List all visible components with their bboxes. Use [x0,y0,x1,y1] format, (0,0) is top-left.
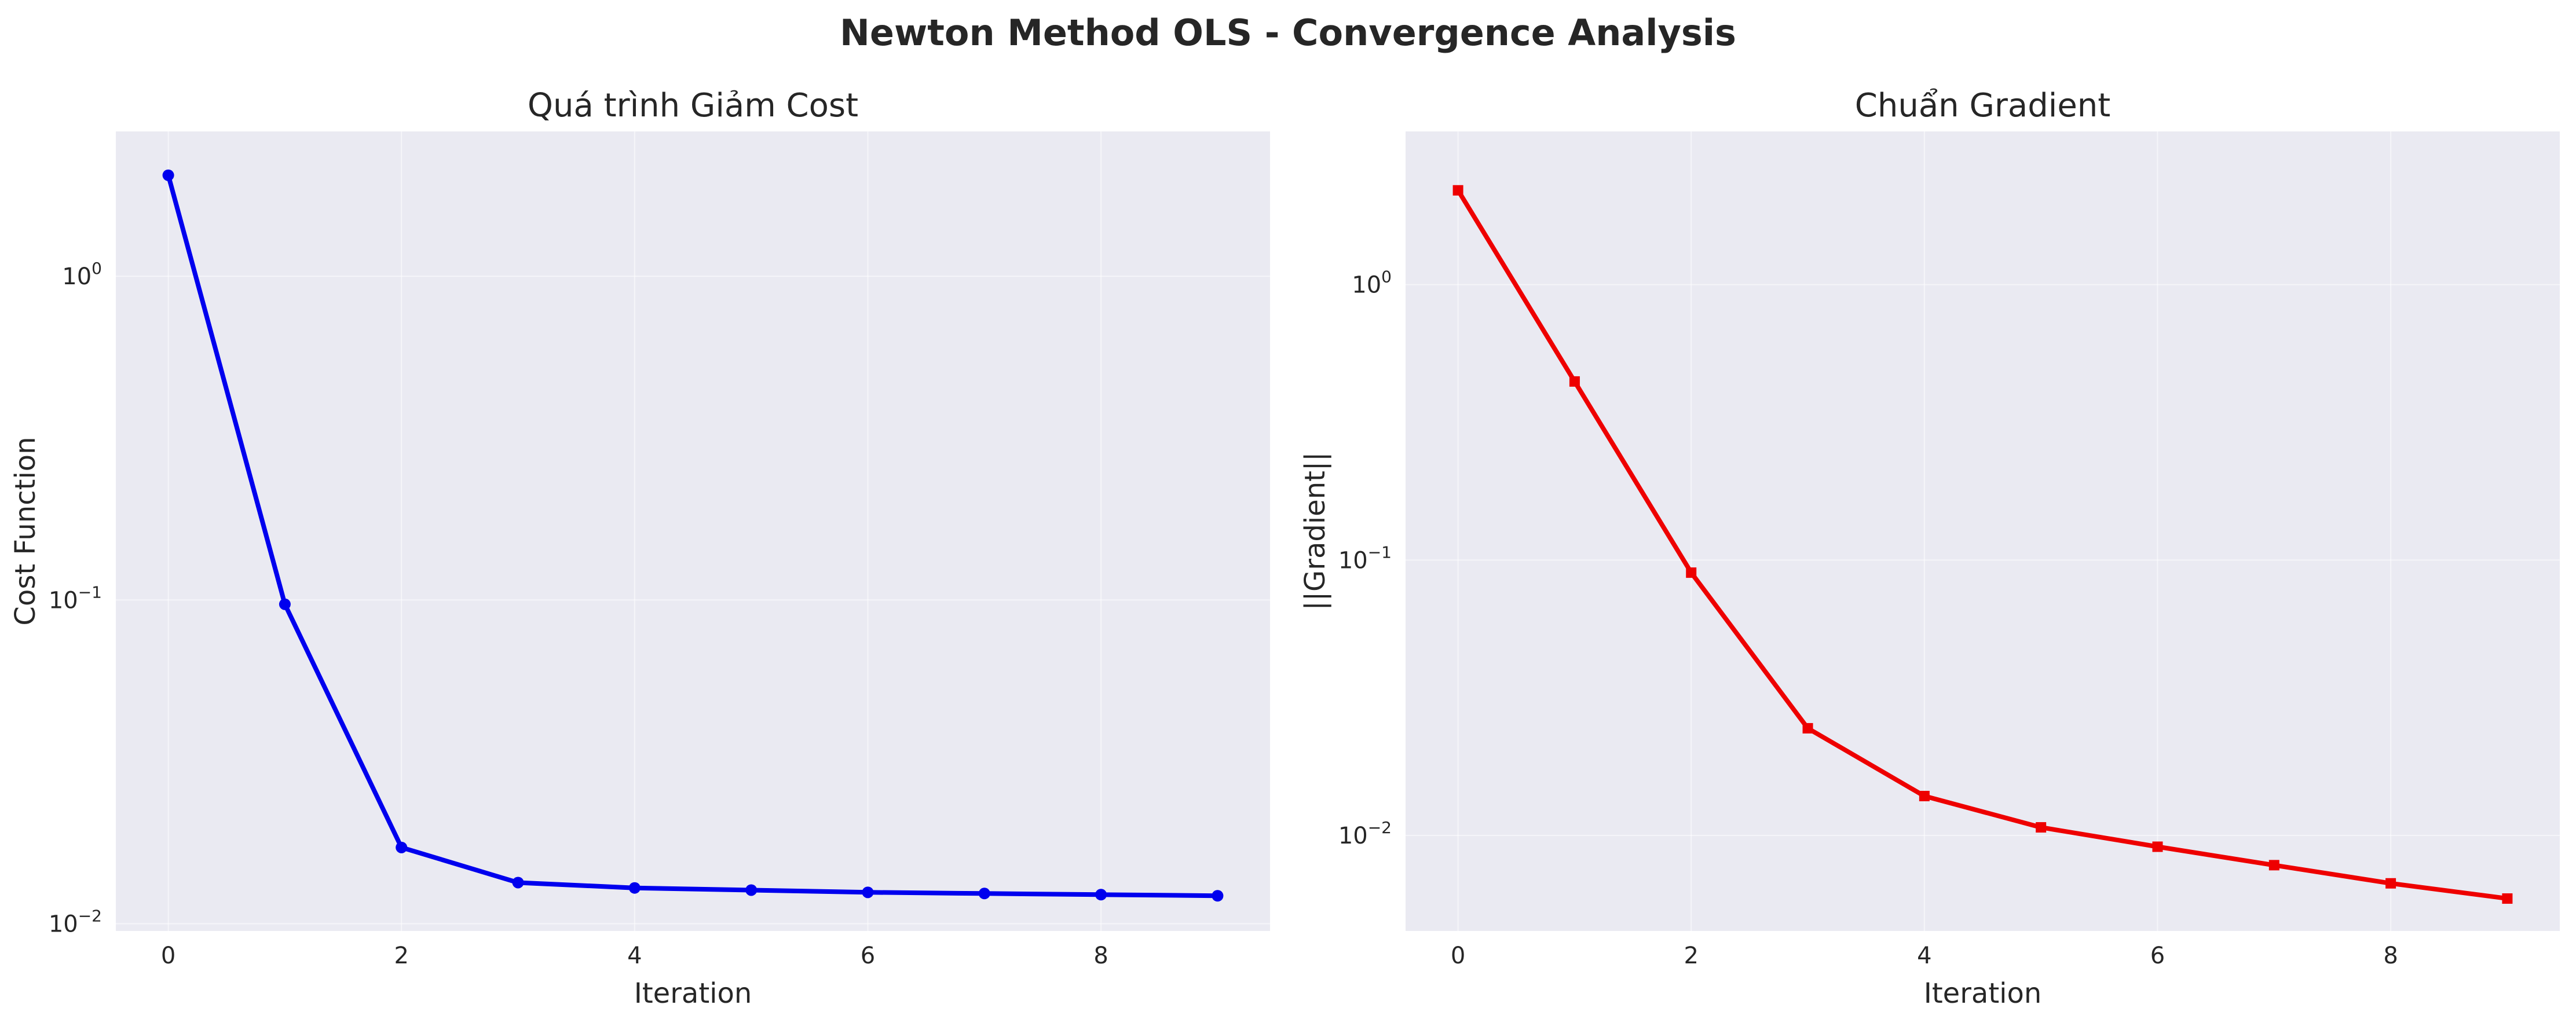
data-point [2502,893,2513,904]
data-point [628,882,641,894]
data-point [279,598,291,610]
plot-area [1406,131,2560,931]
data-point [2385,878,2396,889]
data-point [1686,567,1697,578]
data-point [1802,723,1813,734]
data-point [1569,376,1580,387]
data-point [1095,889,1107,901]
y-tick-label: 100 [1352,267,1392,299]
data-point [862,886,874,899]
y-tick-label: 10−1 [1338,542,1392,574]
x-axis-label: Iteration [634,977,752,1010]
y-tick-label: 10−2 [49,907,102,938]
panel-title: Chuẩn Gradient [1855,87,2110,124]
chart-panel-1: 0 2 4 6 8 100 10−1 10−2 Quá trình Giảm Cost Itera… [9,87,1270,1010]
plot-area [116,131,1270,931]
x-tick-label: 4 [627,943,642,969]
data-point [1212,890,1224,902]
x-tick-label: 0 [161,943,175,969]
data-point [396,841,408,853]
y-tick-label: 10−2 [1338,818,1392,849]
x-tick-label: 8 [2383,943,2398,969]
x-tick-label: 6 [2150,943,2165,969]
y-axis-label: Cost Function [9,437,42,625]
data-point [2268,860,2279,871]
data-point [1919,791,1930,802]
x-tick-label: 2 [1684,943,1698,969]
data-point [1452,185,1463,196]
x-axis-label: Iteration [1924,977,2042,1010]
y-axis-label: ||Gradient|| [1299,452,1331,611]
figure-title: Newton Method OLS - Convergence Analysis [840,12,1736,54]
y-tick-label: 10−1 [49,582,102,614]
y-tick-label: 100 [62,259,102,290]
panel-title: Quá trình Giảm Cost [528,87,858,124]
series-line [1455,188,2510,901]
x-tick-label: 8 [1093,943,1108,969]
data-point [512,877,524,889]
data-point [2152,841,2163,852]
x-tick-label: 6 [861,943,875,969]
data-point [978,888,990,900]
series-line [166,173,1220,899]
data-point [2036,822,2047,833]
x-tick-label: 0 [1451,943,1465,969]
data-point [745,884,758,896]
data-point [162,169,174,181]
x-tick-label: 2 [394,943,408,969]
chart-panel-2: 0 2 4 6 8 100 10−1 10−2 Chuẩn Gradient Iteration |… [1299,87,2560,1010]
chart-panels: 0 2 4 6 8 100 10−1 10−2 Quá trình Giảm Cost Itera… [9,87,2560,1010]
x-tick-label: 4 [1917,943,1931,969]
